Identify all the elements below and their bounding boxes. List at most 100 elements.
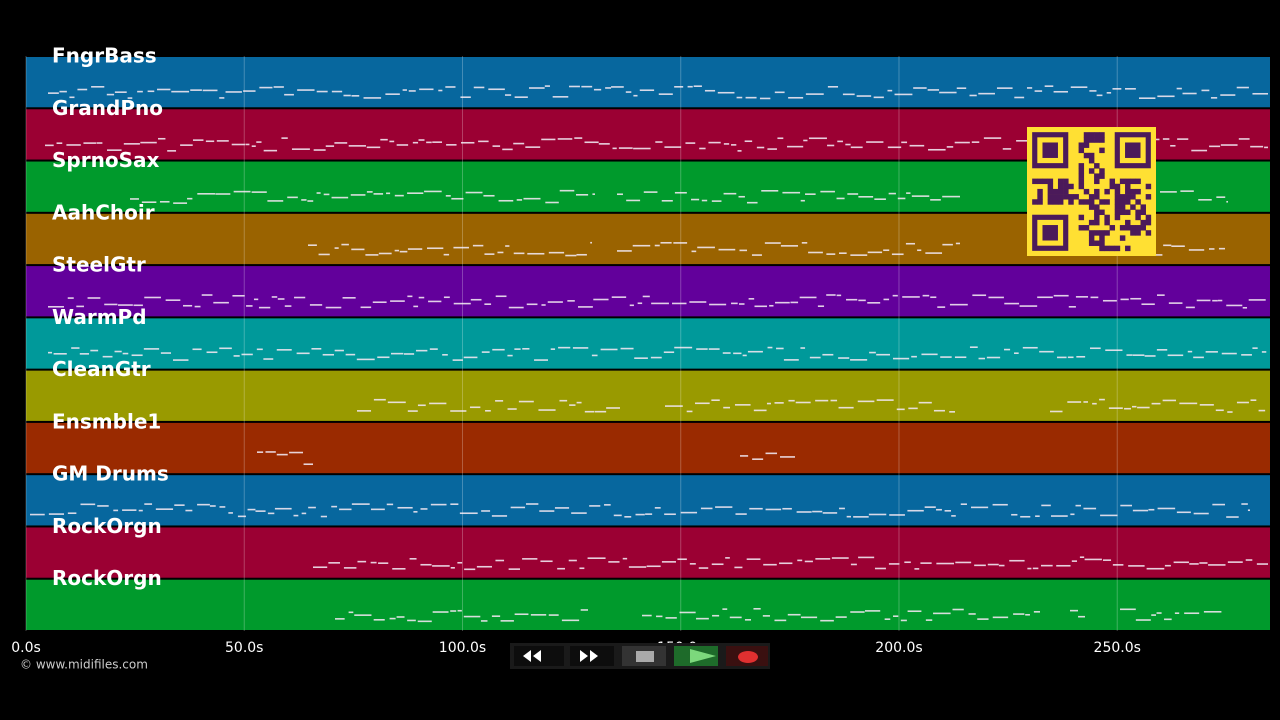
qr-module <box>1114 204 1121 210</box>
record-button[interactable] <box>726 646 768 666</box>
qr-module <box>1114 199 1121 205</box>
note <box>949 411 955 413</box>
note <box>523 197 541 200</box>
qr-module <box>1088 132 1095 138</box>
note <box>1016 140 1031 142</box>
note <box>180 144 193 146</box>
note <box>1141 303 1155 306</box>
qr-module <box>1099 199 1105 205</box>
note <box>654 507 661 509</box>
note <box>608 561 620 563</box>
qr-module <box>1109 245 1116 252</box>
note <box>661 561 676 563</box>
note <box>776 347 784 350</box>
note <box>341 243 349 246</box>
note <box>498 199 514 202</box>
note <box>228 512 233 514</box>
note <box>1089 90 1097 92</box>
note <box>951 515 956 517</box>
note <box>611 296 627 298</box>
note <box>642 614 652 617</box>
note <box>291 148 310 150</box>
qr-module <box>1099 147 1105 154</box>
note <box>650 356 662 359</box>
note <box>277 298 285 300</box>
note <box>247 508 256 511</box>
note <box>711 563 724 566</box>
note <box>873 96 884 99</box>
stop-button[interactable] <box>622 646 666 666</box>
note <box>581 85 593 88</box>
note <box>795 401 811 404</box>
note <box>787 613 801 616</box>
note <box>514 96 528 98</box>
note <box>797 559 803 562</box>
note <box>787 145 804 148</box>
note <box>969 94 977 97</box>
note <box>1120 608 1136 611</box>
x-tick-label: 0.0s <box>11 640 41 656</box>
note <box>173 359 189 361</box>
note <box>744 619 752 621</box>
rewind-button[interactable] <box>514 646 564 666</box>
note <box>1092 402 1097 405</box>
qr-module <box>1073 194 1079 200</box>
qr-module <box>1083 132 1090 138</box>
note <box>354 614 372 616</box>
note <box>888 192 896 195</box>
qr-module <box>1130 204 1136 210</box>
note <box>747 350 763 353</box>
play-button[interactable] <box>674 646 718 666</box>
qr-module <box>1125 178 1131 185</box>
note <box>420 563 432 566</box>
note <box>544 85 550 87</box>
note <box>1106 92 1112 94</box>
note <box>645 513 653 515</box>
note <box>838 357 850 359</box>
note <box>442 354 448 356</box>
note <box>147 90 155 93</box>
qr-module <box>1099 235 1105 241</box>
note <box>1156 349 1168 351</box>
note <box>554 507 570 509</box>
note <box>1120 504 1133 507</box>
qr-module <box>1057 188 1064 195</box>
note <box>366 191 373 193</box>
qr-module <box>1088 219 1095 226</box>
note <box>864 610 881 612</box>
note <box>1220 144 1238 146</box>
note <box>157 88 171 91</box>
qr-module <box>1099 245 1105 252</box>
note <box>303 463 313 466</box>
note <box>491 615 501 617</box>
qr-module <box>1130 188 1136 195</box>
note <box>419 88 434 91</box>
note <box>497 251 504 254</box>
qr-module <box>1104 188 1110 195</box>
note <box>472 244 484 247</box>
qr-module <box>1083 199 1090 205</box>
qr-module <box>1135 209 1141 216</box>
note <box>373 398 386 401</box>
note <box>96 142 103 144</box>
note <box>826 294 836 296</box>
note <box>986 356 1001 359</box>
qr-module <box>1083 137 1090 143</box>
note <box>788 96 804 99</box>
note <box>992 503 1008 506</box>
note <box>1050 515 1068 517</box>
track-name: RockOrgn <box>52 514 162 538</box>
note <box>907 509 924 512</box>
note <box>541 304 546 306</box>
forward-button[interactable] <box>570 646 614 666</box>
note <box>1193 512 1209 515</box>
note <box>287 196 298 199</box>
note <box>133 304 143 307</box>
note <box>883 249 890 252</box>
note <box>450 610 457 612</box>
note <box>628 566 647 568</box>
note <box>1164 564 1171 567</box>
qr-module <box>1094 204 1100 210</box>
note <box>805 93 824 95</box>
qr-module <box>1135 178 1141 185</box>
